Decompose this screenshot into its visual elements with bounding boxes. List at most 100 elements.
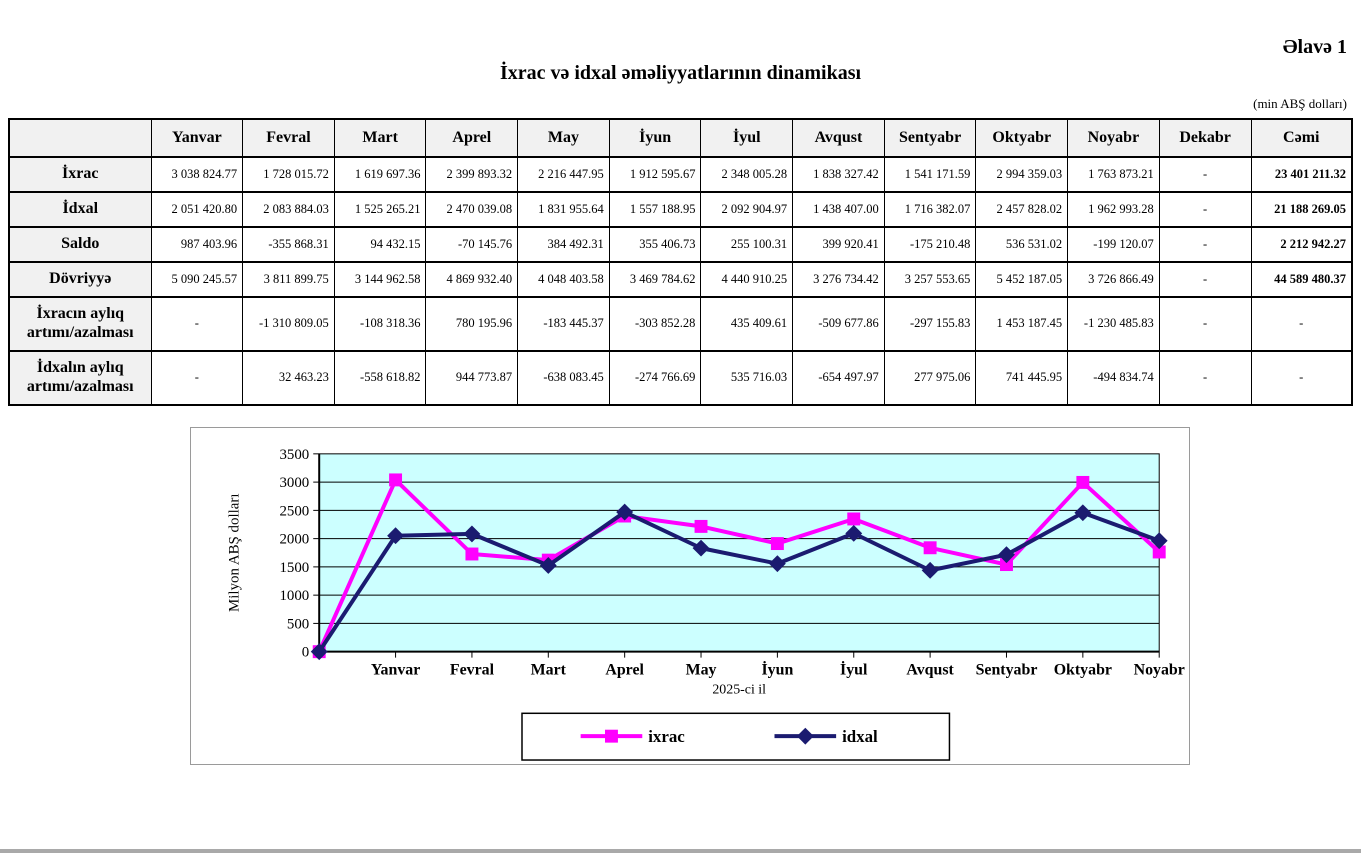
column-header: Cəmi bbox=[1250, 118, 1353, 158]
y-tick-label: 3000 bbox=[279, 475, 309, 491]
table-row: İxracın aylıq artımı/azalması - -1 310 809… bbox=[8, 296, 1353, 352]
table-row: Dövriyyə 5 090 245.57 3 811 899.75 3 144 96… bbox=[8, 261, 1353, 298]
marker-idxal bbox=[921, 561, 939, 579]
table-cell: 3 276 734.42 bbox=[792, 261, 885, 298]
row-label: İxrac bbox=[8, 156, 152, 193]
table-cell: -183 445.37 bbox=[517, 296, 610, 352]
table-cell: 2 216 447.95 bbox=[517, 156, 610, 193]
table-cell: - bbox=[1158, 191, 1252, 228]
y-tick-label: 1500 bbox=[279, 560, 309, 576]
table-cell: 44 589 480.37 bbox=[1250, 261, 1353, 298]
table-cell: 23 401 211.32 bbox=[1250, 156, 1353, 193]
table-cell: 435 409.61 bbox=[700, 296, 794, 352]
dynamics-chart: 0 500 1000 1500 2000 2500 3000 3500 Yanvar Fevral… bbox=[227, 447, 1185, 761]
table-row: İdxalın aylıq artımı/azalması -32 463.23-… bbox=[8, 349, 1353, 406]
corner-cell bbox=[8, 118, 152, 158]
table-cell: -175 210.48 bbox=[883, 226, 977, 263]
table-cell: 944 773.87 bbox=[425, 349, 519, 406]
table-cell: 1 716 382.07 bbox=[883, 191, 977, 228]
table-cell: 780 195.96 bbox=[425, 296, 519, 352]
column-header: Aprel bbox=[425, 118, 519, 158]
annex-label: Əlavə 1 bbox=[1282, 36, 1347, 58]
marker-ixrac bbox=[847, 512, 861, 526]
table-cell: -654 497.97 bbox=[792, 349, 885, 406]
table-cell: 384 492.31 bbox=[517, 226, 610, 263]
x-tick-label: İyun bbox=[761, 660, 793, 679]
table-cell: 3 811 899.75 bbox=[242, 261, 335, 298]
plot-area bbox=[318, 453, 1160, 653]
marker-idxal bbox=[796, 727, 814, 745]
table-cell: - bbox=[1158, 261, 1252, 298]
row-label: İdxal bbox=[8, 191, 152, 228]
marker-ixrac bbox=[694, 519, 708, 533]
table-cell: 1 728 015.72 bbox=[242, 156, 335, 193]
table-cell: -274 766.69 bbox=[608, 349, 702, 406]
table-cell: -1 230 485.83 bbox=[1067, 296, 1160, 352]
unit-note: (min ABŞ dolları) bbox=[1253, 96, 1347, 111]
table-cell: 1 831 955.64 bbox=[517, 191, 610, 228]
table-cell: 255 100.31 bbox=[700, 226, 794, 263]
table-cell: 1 557 188.95 bbox=[608, 191, 702, 228]
marker-ixrac bbox=[1076, 475, 1090, 489]
page-bottom-rule bbox=[0, 849, 1361, 853]
table-cell: 2 348 005.28 bbox=[700, 156, 794, 193]
table-cell: - bbox=[150, 349, 244, 406]
table-cell: 2 470 039.08 bbox=[425, 191, 519, 228]
table-cell: 21 188 269.05 bbox=[1250, 191, 1353, 228]
table-row: İdxal 2 051 420.80 2 083 884.03 1 525 265.2… bbox=[8, 191, 1353, 228]
row-label: Saldo bbox=[8, 226, 152, 263]
table-cell: 1 962 993.28 bbox=[1067, 191, 1160, 228]
table-cell: 3 257 553.65 bbox=[883, 261, 977, 298]
table-cell: 2 051 420.80 bbox=[150, 191, 244, 228]
column-header: İyun bbox=[608, 118, 702, 158]
row-label: İxracın aylıq artımı/azalması bbox=[8, 296, 152, 352]
table-cell: 2 457 828.02 bbox=[975, 191, 1069, 228]
column-header: May bbox=[517, 118, 610, 158]
page-title: İxrac və idxal əməliyyatlarının dinamika… bbox=[499, 62, 862, 84]
marker-idxal bbox=[463, 525, 481, 543]
table-cell: - bbox=[1158, 226, 1252, 263]
x-tick-label: Fevral bbox=[450, 662, 495, 679]
table-cell: -70 145.76 bbox=[425, 226, 519, 263]
column-header: Mart bbox=[333, 118, 427, 158]
dynamics-table: Yanvar Fevral Mart Aprel May İyun İyul Avqust Se… bbox=[8, 118, 1353, 406]
table-cell: 741 445.95 bbox=[975, 349, 1069, 406]
table-cell: 535 716.03 bbox=[700, 349, 794, 406]
table-cell: - bbox=[150, 296, 244, 352]
table-cell: - bbox=[1158, 349, 1252, 406]
table-row: Saldo 987 403.96 -355 868.31 94 432.15 -70 1… bbox=[8, 226, 1353, 263]
table-cell: 1 912 595.67 bbox=[608, 156, 702, 193]
column-header: Dekabr bbox=[1158, 118, 1252, 158]
x-tick-label: Mart bbox=[531, 662, 567, 679]
table-cell: 399 920.41 bbox=[792, 226, 885, 263]
table-cell: 4 869 932.40 bbox=[425, 261, 519, 298]
table-cell: 2 092 904.97 bbox=[700, 191, 794, 228]
table-cell: -199 120.07 bbox=[1067, 226, 1160, 263]
table-cell: 1 838 327.42 bbox=[792, 156, 885, 193]
y-axis-title: Milyon ABŞ dolları bbox=[227, 494, 243, 612]
table-cell: 1 438 407.00 bbox=[792, 191, 885, 228]
table-cell: 5 090 245.57 bbox=[150, 261, 244, 298]
x-tick-label: May bbox=[686, 662, 717, 679]
table-cell: -509 677.86 bbox=[792, 296, 885, 352]
table-cell: -494 834.74 bbox=[1067, 349, 1160, 406]
table-cell: - bbox=[1158, 296, 1252, 352]
chart-container: 0 500 1000 1500 2000 2500 3000 3500 Yanvar Fevral… bbox=[190, 427, 1190, 765]
legend-label-idxal: idxal bbox=[842, 727, 878, 746]
table-cell: 2 212 942.27 bbox=[1250, 226, 1353, 263]
marker-ixrac bbox=[1000, 558, 1013, 572]
row-label: İdxalın aylıq artımı/azalması bbox=[8, 349, 152, 406]
table-cell: -355 868.31 bbox=[242, 226, 335, 263]
table-cell: 3 038 824.77 bbox=[150, 156, 244, 193]
column-header: İyul bbox=[700, 118, 794, 158]
series-line-ixrac bbox=[317, 477, 1161, 653]
table-header-row: Yanvar Fevral Mart Aprel May İyun İyul Avqust Se… bbox=[8, 118, 1353, 158]
column-header: Oktyabr bbox=[975, 118, 1069, 158]
legend-label-ixrac: ixrac bbox=[648, 727, 685, 746]
table-cell: 2 083 884.03 bbox=[242, 191, 335, 228]
marker-ixrac bbox=[1152, 545, 1166, 559]
table-cell: 1 453 187.45 bbox=[975, 296, 1069, 352]
table-cell: 3 469 784.62 bbox=[608, 261, 702, 298]
marker-ixrac bbox=[770, 537, 784, 551]
table-cell: 4 048 403.58 bbox=[517, 261, 610, 298]
